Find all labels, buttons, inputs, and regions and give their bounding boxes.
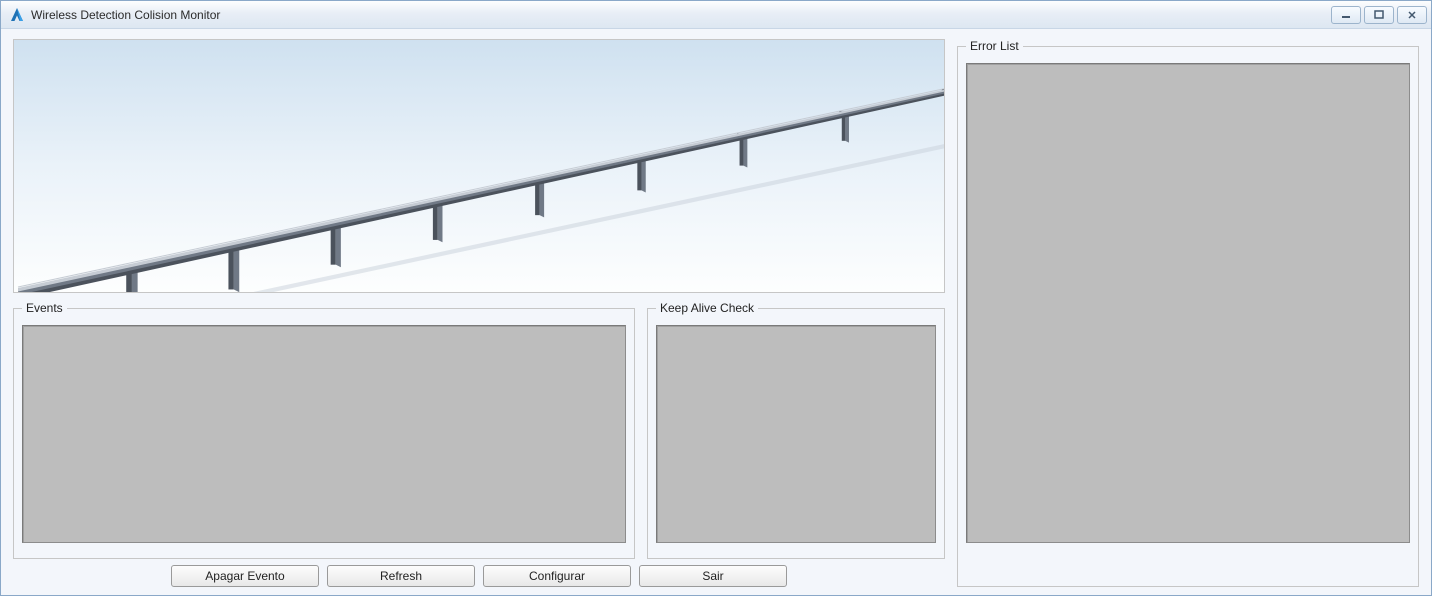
client-area: Events Keep Alive Check Apagar Evento Re… — [1, 29, 1431, 595]
minimize-button[interactable] — [1331, 6, 1361, 24]
errorlist-group: Error List — [957, 39, 1419, 587]
window-controls — [1331, 6, 1427, 24]
app-window: Wireless Detection Colision Monitor — [0, 0, 1432, 596]
events-label: Events — [22, 301, 67, 315]
refresh-button[interactable]: Refresh — [327, 565, 475, 587]
mid-row: Events Keep Alive Check — [13, 295, 945, 559]
button-row: Apagar Evento Refresh Configurar Sair — [13, 559, 945, 587]
configurar-button[interactable]: Configurar — [483, 565, 631, 587]
right-column: Error List — [957, 39, 1419, 587]
sair-button[interactable]: Sair — [639, 565, 787, 587]
keepalive-group: Keep Alive Check — [647, 301, 945, 559]
close-button[interactable] — [1397, 6, 1427, 24]
left-column: Events Keep Alive Check Apagar Evento Re… — [13, 39, 945, 587]
errorlist-label: Error List — [966, 39, 1023, 53]
window-title: Wireless Detection Colision Monitor — [31, 8, 1331, 22]
errorlist-listbox[interactable] — [966, 63, 1410, 543]
maximize-button[interactable] — [1364, 6, 1394, 24]
events-listbox[interactable] — [22, 325, 626, 543]
guardrail-visualization — [13, 39, 945, 293]
minimize-icon — [1340, 10, 1352, 20]
events-group: Events — [13, 301, 635, 559]
app-logo-icon — [9, 7, 25, 23]
keepalive-listbox[interactable] — [656, 325, 936, 543]
close-icon — [1406, 10, 1418, 20]
maximize-icon — [1373, 10, 1385, 20]
keepalive-label: Keep Alive Check — [656, 301, 758, 315]
titlebar[interactable]: Wireless Detection Colision Monitor — [1, 1, 1431, 29]
apagar-evento-button[interactable]: Apagar Evento — [171, 565, 319, 587]
